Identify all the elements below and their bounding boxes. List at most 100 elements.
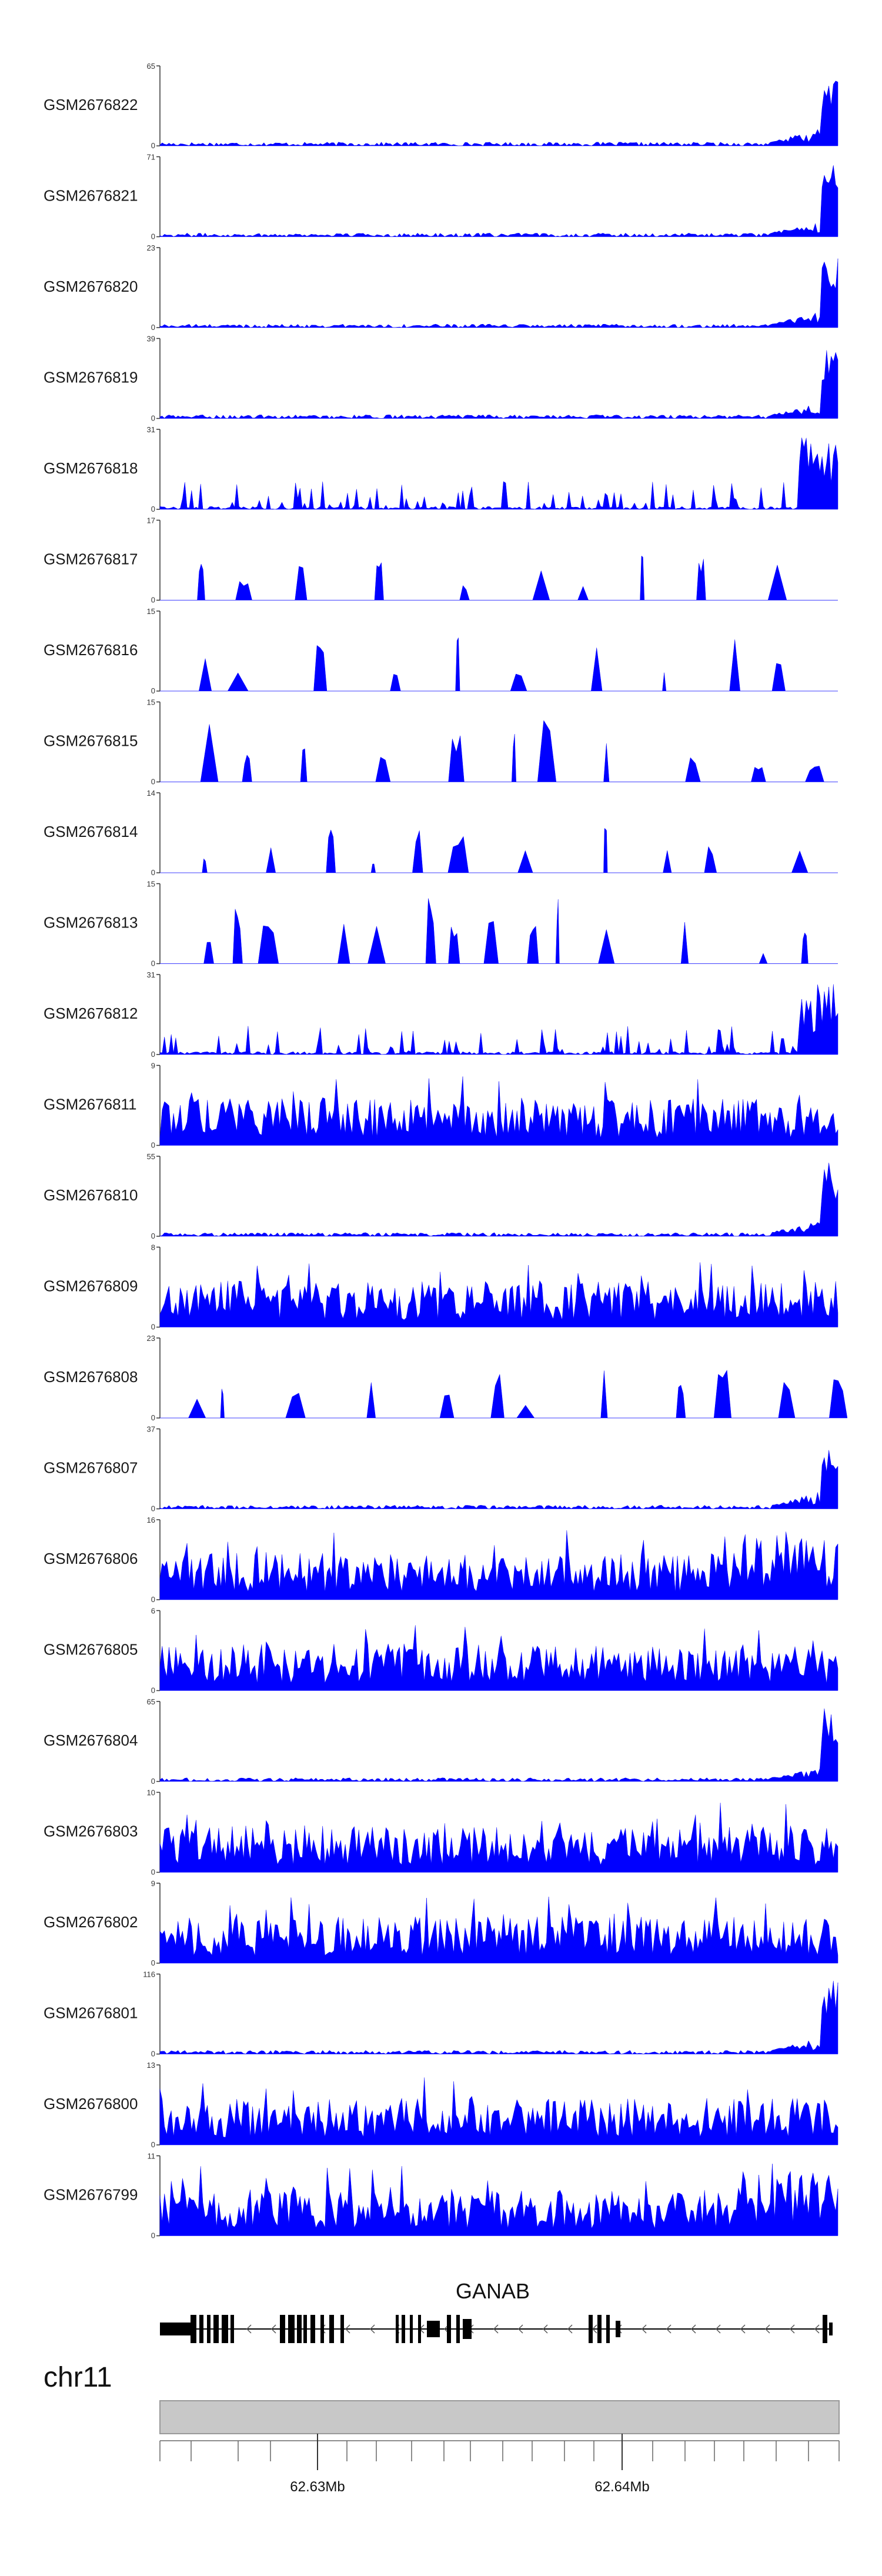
exon-block: [329, 2315, 334, 2343]
exon-block: [191, 2315, 196, 2343]
y-min-label: 0: [151, 1413, 155, 1422]
track-GSM2676816: GSM2676816 15 0: [44, 607, 838, 695]
exon-block: [320, 2315, 324, 2343]
exon-block: [597, 2315, 602, 2343]
coverage-area: [159, 1709, 838, 1782]
track-GSM2676811: GSM2676811 9 0: [44, 1062, 838, 1150]
y-max-label: 13: [147, 2061, 155, 2070]
coverage-area: [159, 1981, 838, 2054]
strand-arrow: [715, 2324, 721, 2334]
strand-arrow: [567, 2324, 573, 2334]
y-min-label: 0: [151, 232, 155, 241]
track-GSM2676805: GSM2676805 6 0: [44, 1607, 838, 1695]
coverage-area: [160, 720, 838, 782]
coverage-area: [160, 555, 838, 600]
chromosome-ideogram: chr11 62.63Mb 62.64Mb: [44, 2362, 840, 2495]
track-label: GSM2676822: [44, 96, 138, 114]
track-label: GSM2676817: [44, 550, 138, 568]
track-label: GSM2676821: [44, 187, 138, 205]
track-GSM2676810: GSM2676810 55 0: [44, 1152, 838, 1240]
coverage-area: [160, 827, 838, 873]
track-GSM2676819: GSM2676819 39 0: [44, 335, 838, 423]
track-label: GSM2676801: [44, 2004, 138, 2022]
exon-block: [402, 2315, 405, 2343]
chromosome-band: [159, 2400, 840, 2434]
track-label: GSM2676803: [44, 1823, 138, 1840]
track-label: GSM2676806: [44, 1550, 138, 1567]
track-GSM2676815: GSM2676815 15 0: [44, 698, 838, 786]
exon-block: [616, 2321, 620, 2337]
coverage-area: [160, 1369, 848, 1419]
coverage-area: [159, 2164, 838, 2236]
y-max-label: 17: [147, 516, 155, 525]
genomic-axis: 62.63Mb 62.64Mb: [159, 2434, 840, 2495]
track-GSM2676803: GSM2676803 10 0: [44, 1788, 838, 1877]
gene-model: GANAB: [160, 2279, 833, 2343]
y-max-label: 116: [143, 1970, 155, 1979]
track-label: GSM2676819: [44, 369, 138, 386]
exon-block: [280, 2315, 285, 2343]
y-min-label: 0: [151, 2050, 155, 2058]
y-min-label: 0: [151, 686, 155, 695]
chromosome-label: chr11: [44, 2362, 112, 2393]
track-label: GSM2676815: [44, 732, 138, 750]
track-label: GSM2676816: [44, 641, 138, 659]
y-min-label: 0: [151, 959, 155, 968]
coverage-area: [159, 438, 838, 510]
y-min-label: 0: [151, 414, 155, 423]
strand-arrow: [641, 2324, 647, 2334]
y-min-label: 0: [151, 323, 155, 332]
coverage-area: [159, 1076, 838, 1146]
y-max-label: 65: [147, 1697, 155, 1706]
axis-tick-label: 62.63Mb: [290, 2479, 345, 2495]
track-label: GSM2676808: [44, 1368, 138, 1386]
track-label: GSM2676813: [44, 914, 138, 932]
coverage-area: [159, 1803, 838, 1873]
coverage-area: [160, 638, 838, 692]
y-min-label: 0: [151, 1050, 155, 1059]
track-GSM2676799: GSM2676799 11 0: [44, 2152, 838, 2240]
y-max-label: 11: [148, 2152, 156, 2161]
strand-arrow: [814, 2324, 820, 2334]
y-max-label: 55: [147, 1152, 155, 1161]
exon-block: [288, 2315, 295, 2343]
y-max-label: 65: [147, 62, 155, 71]
exon-block: [456, 2315, 460, 2343]
y-max-label: 39: [147, 335, 155, 343]
track-GSM2676808: GSM2676808 23 0: [44, 1334, 848, 1422]
y-min-label: 0: [151, 1504, 155, 1513]
y-max-label: 14: [147, 789, 155, 798]
track-GSM2676818: GSM2676818 31 0: [44, 425, 838, 513]
exon-block: [310, 2315, 315, 2343]
coverage-area: [159, 1163, 838, 1237]
track-GSM2676809: GSM2676809 8 0: [44, 1243, 838, 1332]
y-max-label: 31: [147, 970, 155, 979]
track-label: GSM2676804: [44, 1731, 138, 1749]
coverage-area: [159, 1625, 838, 1691]
strand-arrow: [542, 2324, 548, 2334]
coverage-area: [159, 984, 838, 1055]
strand-arrow: [246, 2324, 252, 2334]
track-GSM2676801: GSM2676801 116 0: [44, 1970, 838, 2058]
track-GSM2676822: GSM2676822 65 0: [44, 62, 838, 150]
exon-block: [230, 2315, 234, 2343]
y-min-label: 0: [151, 141, 155, 150]
y-max-label: 71: [147, 153, 155, 162]
strand-arrow: [345, 2324, 350, 2334]
exon-block: [418, 2315, 421, 2343]
y-max-label: 31: [147, 425, 155, 434]
coverage-area: [159, 1262, 838, 1327]
exon-block: [410, 2315, 413, 2343]
coverage-area: [160, 898, 838, 964]
y-min-label: 0: [151, 1595, 155, 1604]
coverage-area: [159, 350, 838, 419]
y-min-label: 0: [151, 2140, 155, 2149]
track-GSM2676802: GSM2676802 9 0: [44, 1879, 838, 1967]
track-GSM2676800: GSM2676800 13 0: [44, 2061, 838, 2149]
track-GSM2676806: GSM2676806 16 0: [44, 1516, 838, 1604]
y-max-label: 15: [147, 698, 155, 707]
track-label: GSM2676814: [44, 823, 138, 840]
y-max-label: 15: [147, 880, 155, 889]
exon-block: [829, 2323, 833, 2335]
exon-block: [340, 2315, 344, 2343]
